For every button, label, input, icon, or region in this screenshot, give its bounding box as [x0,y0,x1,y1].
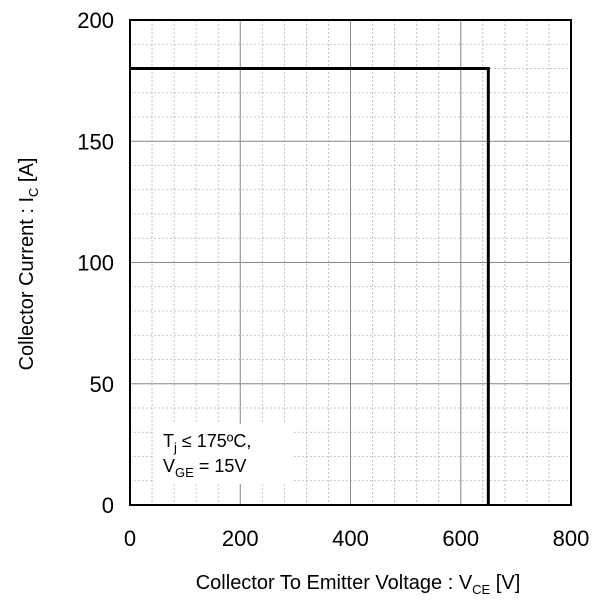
series-layer [130,67,490,505]
annotation-line-2: VGE = 15V [163,456,246,480]
x-tick-label: 600 [442,526,479,551]
y-tick-label: 100 [77,251,114,276]
y-tick-label: 50 [90,372,114,397]
x-tick-labels: 0 200 400 600 800 [124,526,589,551]
annotation: Tj ≤ 175ºC, VGE = 15V [154,424,294,484]
x-tick-label: 200 [222,526,259,551]
plot-frame [129,19,572,506]
y-tick-labels: 0 50 100 150 200 [77,8,114,518]
annotation-line-1: Tj ≤ 175ºC, [163,431,251,455]
annotation-background [154,424,294,484]
x-tick-label: 0 [124,526,136,551]
x-tick-label: 400 [332,526,369,551]
x-tick-label: 800 [553,526,590,551]
y-tick-label: 150 [77,129,114,154]
y-tick-label: 0 [102,493,114,518]
y-tick-label: 200 [77,8,114,33]
x-axis-label: Collector To Emitter Voltage : VCE [V] [196,572,521,597]
soa-boundary-line [130,67,490,505]
y-axis-label: Collector Current : IC [A] [16,158,41,371]
